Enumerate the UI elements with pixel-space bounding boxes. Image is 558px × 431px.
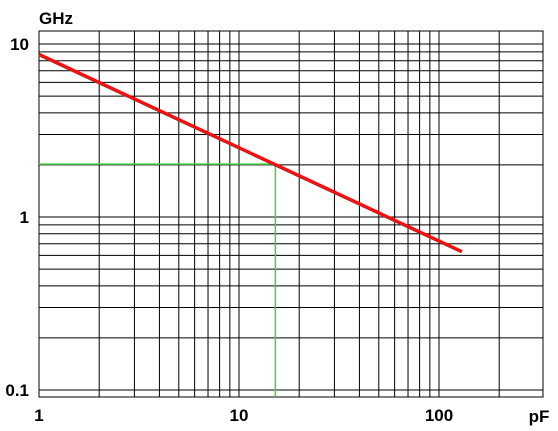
x-tick-label: 10 [230, 406, 249, 425]
plot-frame [39, 31, 543, 397]
series-line [39, 55, 462, 252]
reference-lines [39, 164, 275, 397]
x-tick-label: 1 [34, 406, 43, 425]
series-layer [39, 55, 462, 252]
y-tick-label: 10 [10, 35, 29, 54]
grid-vertical-lines [99, 31, 499, 397]
y-tick-label: 1 [20, 208, 29, 227]
x-axis-unit: pF [529, 407, 550, 426]
grid-horizontal-lines [39, 44, 543, 390]
y-tick-labels: 0.1 1 10 [5, 35, 29, 400]
y-axis-unit: GHz [39, 9, 73, 28]
x-tick-labels: 1 10 100 [34, 406, 453, 425]
y-tick-label: 0.1 [5, 381, 29, 400]
x-tick-label: 100 [425, 406, 453, 425]
